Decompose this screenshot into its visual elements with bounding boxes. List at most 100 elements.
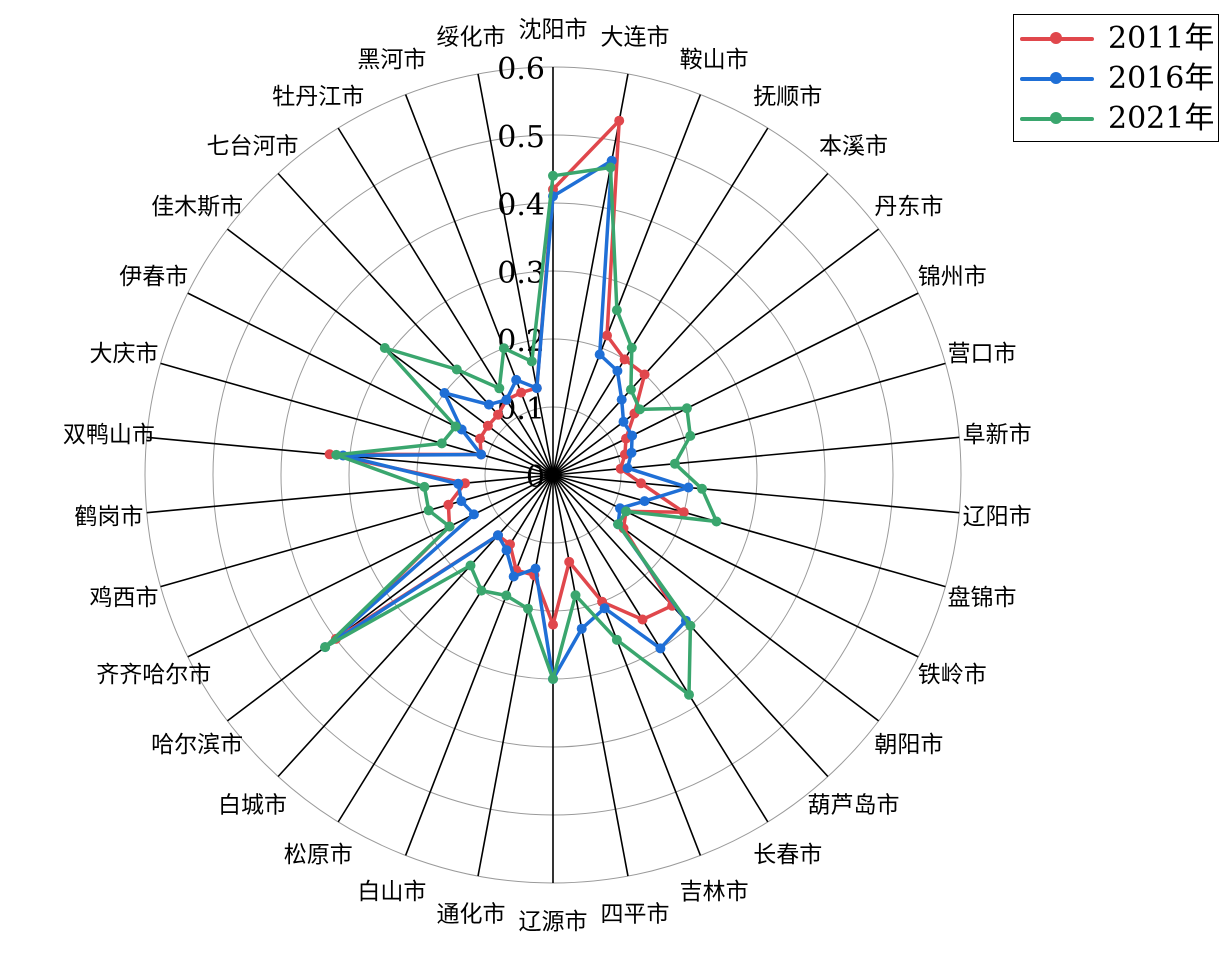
legend-item-2011: 2011年 [1014,19,1218,59]
spoke-line [160,362,554,476]
category-label: 白城市 [218,793,287,819]
series-point [685,620,696,631]
category-label: 铁岭市 [918,662,987,688]
legend-label: 2021年 [1108,101,1215,136]
series-point [616,394,627,405]
series-point [511,374,522,385]
series-point [468,509,479,520]
series-point [594,349,605,360]
series-point [320,642,331,653]
category-label: 营口市 [948,341,1017,367]
radial-tick-label: 0 [526,460,545,495]
series-point [379,343,390,353]
category-label: 七台河市 [207,133,299,159]
series-point [626,447,637,458]
series-point [626,342,637,353]
series-point [669,458,680,469]
series-point [548,170,558,181]
category-label: 辽源市 [519,909,588,935]
legend-label: 2016年 [1108,61,1215,96]
radial-tick-labels: 00.10.20.30.40.50.6 [497,52,545,495]
category-label: 锦州市 [918,264,987,290]
radial-tick-label: 0.6 [497,52,545,87]
series-point [476,449,487,460]
category-label: 鞍山市 [680,47,749,73]
category-label: 松原市 [284,842,353,868]
category-label: 哈尔滨市 [151,732,243,758]
series-point [636,478,646,489]
spoke-line [552,474,880,722]
series-point [622,463,633,474]
category-label: 辽阳市 [963,504,1032,530]
series-point [697,483,707,494]
legend-label: 2011年 [1108,21,1215,56]
series-point [605,162,616,173]
spoke-line [552,127,769,476]
category-labels: 沈阳市 大连市鞍山市抚顺市本溪市丹东市锦州市营口市阜新市辽阳市盘锦市铁岭市朝阳市葫… [63,17,1032,935]
legend: 2011年 2016年 2021年 [1013,14,1219,142]
spoke-line [337,127,554,476]
series-point [436,438,447,449]
series-point [523,603,533,614]
series-point [476,585,487,596]
series-line [323,165,719,697]
category-label: 四平市 [601,901,670,927]
category-label: 黑河市 [357,47,426,73]
series-point [482,420,493,431]
category-label: 大庆市 [90,341,159,367]
series-point [548,619,558,630]
series-point [613,519,624,530]
spoke-line [552,474,960,514]
spoke-line [552,292,919,476]
series-point [685,430,696,441]
series-point [619,354,630,365]
series-point [443,499,454,510]
series-point [516,387,527,398]
series-point [621,506,631,517]
series-point [678,507,689,518]
series-point [453,478,464,489]
series-point [530,563,541,574]
category-label: 牡丹江市 [272,84,364,110]
series-point [564,556,575,567]
spoke-line [277,172,554,476]
series-point [450,421,461,432]
category-label: 鸡西市 [90,585,159,611]
category-label: 通化市 [437,901,506,927]
category-label: 本溪市 [819,133,888,159]
spoke-line [277,474,554,778]
spoke-line [552,474,919,658]
series-point [639,496,650,507]
series-point [331,449,342,460]
spoke-line [552,474,629,877]
series-point [634,404,645,415]
category-label: 齐齐哈尔市 [96,662,211,688]
spoke-line [477,73,554,476]
series-point [439,388,450,398]
series-point [423,505,434,516]
legend-swatch-dot [1050,32,1062,44]
spoke-line [552,474,946,588]
series-point [618,416,629,427]
spoke-line [226,474,554,722]
category-label: 双鸭山市 [63,422,155,448]
spoke-line [187,292,554,476]
series-point [711,516,722,527]
category-label: 吉林市 [680,879,749,905]
series-point [599,603,610,614]
series-point [655,643,666,654]
spoke-line [337,474,554,823]
radial-tick-label: 0.5 [497,120,545,155]
category-label: 丹东市 [874,194,943,220]
spoke-line [552,474,702,856]
series-point [483,399,494,410]
series-point [627,430,638,441]
series-point [526,356,537,367]
spoke-line [160,474,554,588]
series-point [456,496,467,507]
series-point [475,433,485,444]
radial-spokes [146,67,960,883]
spoke-line [552,362,946,476]
radial-tick-label: 0.3 [497,256,545,291]
